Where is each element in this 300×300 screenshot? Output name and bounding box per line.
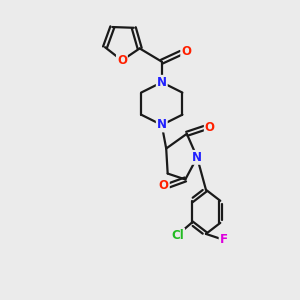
Text: N: N — [157, 118, 167, 131]
Text: F: F — [220, 233, 228, 246]
Text: O: O — [159, 179, 169, 192]
Text: O: O — [205, 121, 215, 134]
Text: O: O — [181, 45, 191, 58]
Text: N: N — [157, 76, 167, 89]
Text: O: O — [117, 54, 127, 67]
Text: N: N — [192, 151, 202, 164]
Text: Cl: Cl — [171, 229, 184, 242]
